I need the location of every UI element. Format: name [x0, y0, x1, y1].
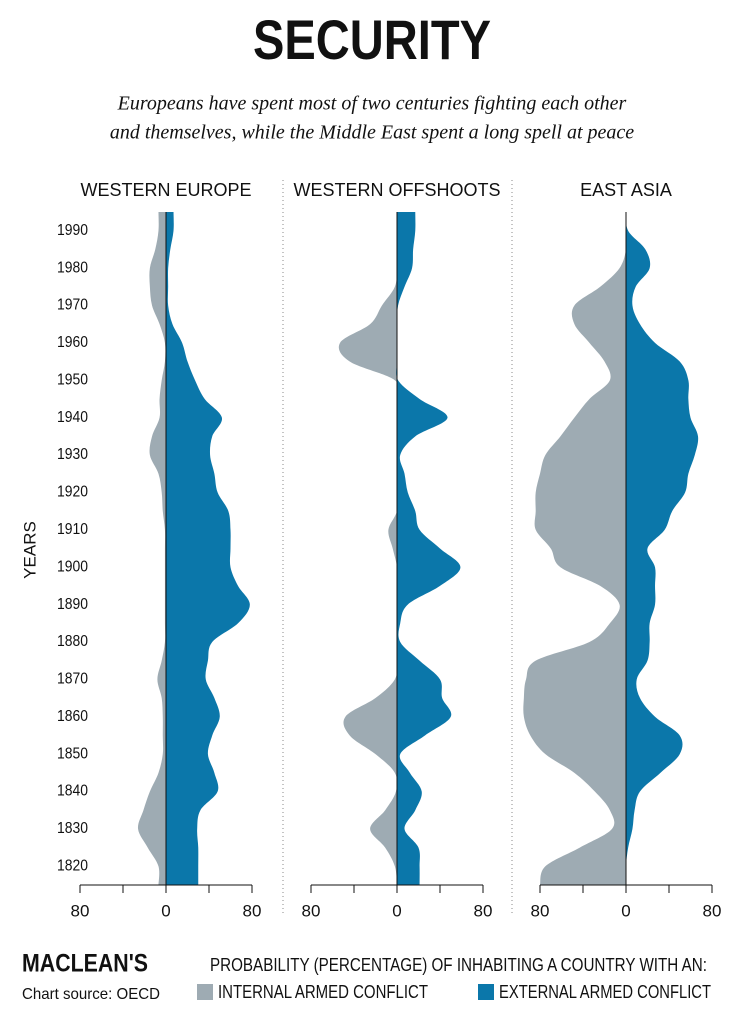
y-tick-label: 1880	[57, 633, 88, 650]
chart-title: SECURITY	[253, 8, 491, 71]
x-tick-label: 0	[392, 901, 401, 920]
panel-title: WESTERN EUROPE	[80, 180, 251, 200]
y-tick-label: 1920	[57, 484, 88, 501]
area	[338, 212, 399, 885]
y-tick-label: 1930	[57, 446, 88, 463]
panel-title: EAST ASIA	[580, 180, 672, 200]
y-tick-label: 1850	[57, 745, 88, 762]
y-tick-label: 1960	[57, 334, 88, 351]
y-tick-label: 1830	[57, 820, 88, 837]
legend-swatch	[478, 984, 494, 1000]
legend-label: INTERNAL ARMED CONFLICT	[218, 982, 428, 1002]
x-tick-label: 0	[161, 901, 170, 920]
y-tick-label: 1900	[57, 558, 88, 575]
y-tick-label: 1890	[57, 596, 88, 613]
source: Chart source: OECD	[22, 986, 160, 1003]
legend-label: EXTERNAL ARMED CONFLICT	[499, 982, 711, 1002]
area	[166, 212, 250, 885]
y-tick-label: 1910	[57, 521, 88, 538]
subtitle: Europeans have spent most of two centuri…	[117, 93, 627, 115]
x-tick-label: 80	[302, 901, 321, 920]
y-tick-label: 1950	[57, 371, 88, 388]
y-tick-label: 1980	[57, 259, 88, 276]
area	[523, 212, 627, 885]
y-tick-label: 1970	[57, 297, 88, 314]
y-tick-label: 1840	[57, 783, 88, 800]
x-tick-label: 0	[621, 901, 630, 920]
area	[396, 212, 461, 885]
x-tick-label: 80	[703, 901, 722, 920]
panel-title: WESTERN OFFSHOOTS	[294, 180, 501, 200]
x-tick-label: 80	[71, 901, 90, 920]
x-tick-label: 80	[474, 901, 493, 920]
legend-title: PROBABILITY (PERCENTAGE) OF INHABITING A…	[210, 955, 707, 975]
y-tick-label: 1940	[57, 409, 88, 426]
y-tick-label: 1820	[57, 858, 88, 875]
subtitle: and themselves, while the Middle East sp…	[110, 122, 634, 144]
y-tick-label: 1870	[57, 671, 88, 688]
y-tick-label: 1990	[57, 222, 88, 239]
area	[625, 212, 699, 885]
y-tick-label: 1860	[57, 708, 88, 725]
y-axis-label: YEARS	[20, 521, 39, 579]
x-tick-label: 80	[531, 901, 550, 920]
x-tick-label: 80	[243, 901, 262, 920]
brand: MACLEAN'S	[22, 950, 148, 978]
area	[137, 212, 166, 885]
legend-swatch	[197, 984, 213, 1000]
